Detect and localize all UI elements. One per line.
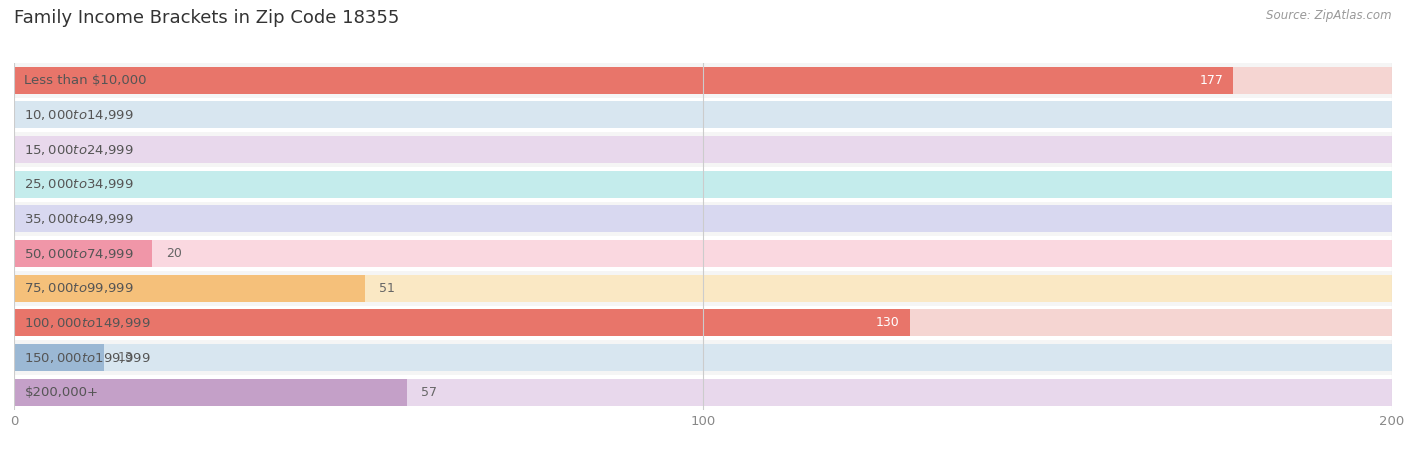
Text: $25,000 to $34,999: $25,000 to $34,999 <box>24 177 134 191</box>
Text: $35,000 to $49,999: $35,000 to $49,999 <box>24 212 134 226</box>
Bar <box>14 375 1392 410</box>
Bar <box>14 202 1392 236</box>
Bar <box>14 309 910 337</box>
Text: $150,000 to $199,999: $150,000 to $199,999 <box>24 351 150 364</box>
Bar <box>14 101 1392 129</box>
Bar <box>14 240 152 267</box>
Text: 57: 57 <box>420 386 436 399</box>
Bar <box>14 67 1392 94</box>
Bar <box>14 344 104 371</box>
Bar <box>14 63 1392 98</box>
Bar <box>14 274 1392 302</box>
Bar <box>14 136 1392 163</box>
Text: $15,000 to $24,999: $15,000 to $24,999 <box>24 143 134 157</box>
Bar <box>14 171 1392 198</box>
Bar <box>14 240 1392 267</box>
Bar <box>14 271 1392 306</box>
Text: $50,000 to $74,999: $50,000 to $74,999 <box>24 247 134 261</box>
Bar <box>14 98 1392 132</box>
Text: $200,000+: $200,000+ <box>24 386 98 399</box>
Bar <box>14 306 1392 340</box>
Text: 51: 51 <box>380 282 395 295</box>
Bar <box>14 340 1392 375</box>
Bar <box>14 309 1392 337</box>
Text: 177: 177 <box>1199 74 1223 87</box>
Bar <box>14 132 1392 167</box>
Bar <box>14 274 366 302</box>
Bar <box>14 344 1392 371</box>
Text: Family Income Brackets in Zip Code 18355: Family Income Brackets in Zip Code 18355 <box>14 9 399 27</box>
Bar <box>14 378 406 406</box>
Bar <box>14 378 1392 406</box>
Bar <box>14 67 1233 94</box>
Bar <box>14 205 1392 233</box>
Text: 20: 20 <box>166 247 181 260</box>
Text: 13: 13 <box>118 351 134 364</box>
Text: $10,000 to $14,999: $10,000 to $14,999 <box>24 108 134 122</box>
Text: Source: ZipAtlas.com: Source: ZipAtlas.com <box>1267 9 1392 22</box>
Text: Less than $10,000: Less than $10,000 <box>24 74 146 87</box>
Bar <box>14 236 1392 271</box>
Text: $100,000 to $149,999: $100,000 to $149,999 <box>24 316 150 330</box>
Bar <box>14 167 1392 202</box>
Text: $75,000 to $99,999: $75,000 to $99,999 <box>24 281 134 295</box>
Text: 130: 130 <box>876 316 900 329</box>
